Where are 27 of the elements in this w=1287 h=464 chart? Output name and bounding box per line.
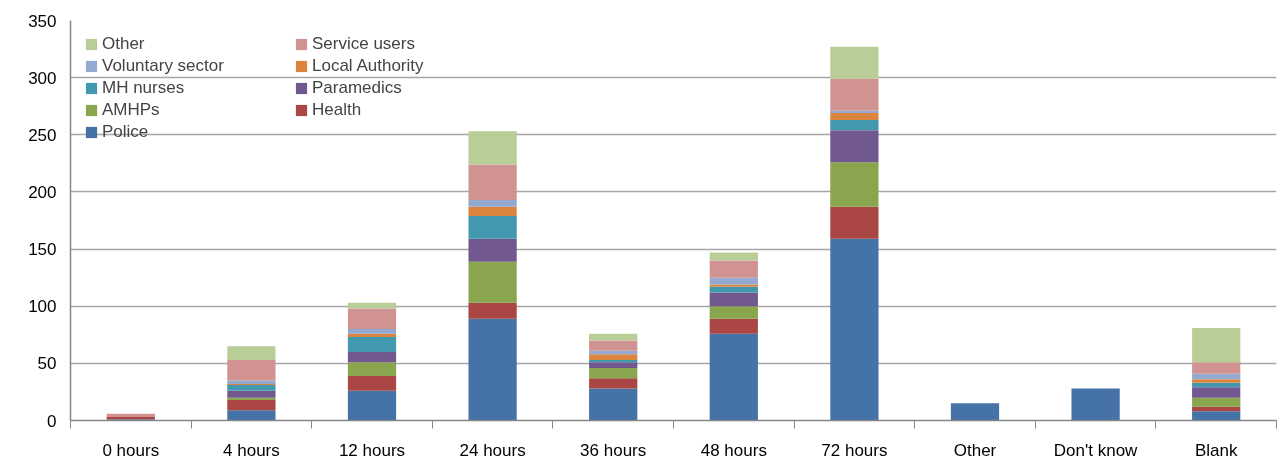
y-tick-label: 200 <box>28 182 57 202</box>
y-tick-label: 100 <box>28 297 57 317</box>
y-tick-label: 0 <box>47 411 57 431</box>
legend-label: Health <box>312 100 363 120</box>
x-tick-label: Other <box>953 440 997 460</box>
x-tick-label: 24 hours <box>459 440 526 460</box>
legend-label: Other <box>102 34 146 54</box>
y-tick-label: 250 <box>28 125 57 145</box>
legend-label: Local Authority <box>312 56 425 76</box>
legend-label: AMHPs <box>102 100 161 120</box>
x-tick-label: 12 hours <box>338 440 406 460</box>
x-tick-label: 36 hours <box>580 440 647 460</box>
legend-label: Service users <box>312 34 416 54</box>
x-tick-label: 4 hours <box>223 440 280 460</box>
x-tick-label: Don't know <box>1053 440 1139 460</box>
y-tick-label: 50 <box>37 354 57 374</box>
x-tick-label: 48 hours <box>700 440 767 460</box>
y-tick-label: 350 <box>28 11 57 31</box>
legend-label: Voluntary sector <box>102 56 225 76</box>
legend-label: MH nurses <box>102 78 186 98</box>
legend-label: Paramedics <box>312 78 403 98</box>
y-tick-label: 150 <box>28 240 57 260</box>
x-tick-label: 72 hours <box>821 440 888 460</box>
x-tick-label: 0 hours <box>102 440 160 460</box>
y-tick-label: 300 <box>28 68 57 88</box>
x-tick-label: Blank <box>1194 440 1238 460</box>
legend-label: Police <box>102 122 150 142</box>
